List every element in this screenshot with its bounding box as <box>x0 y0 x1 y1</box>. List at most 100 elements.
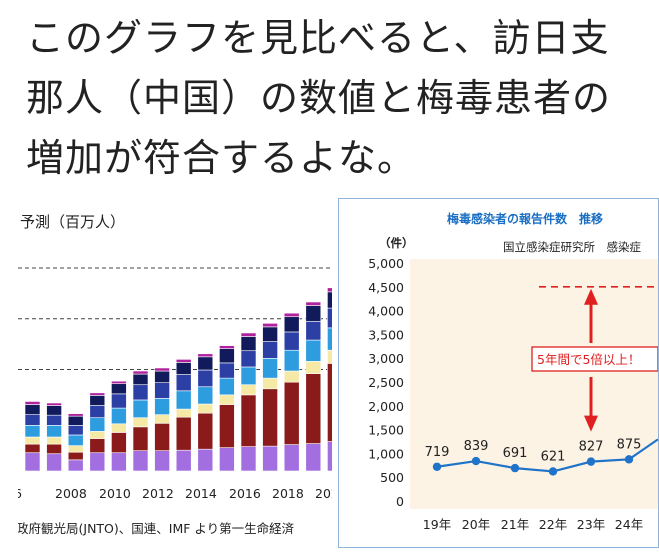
data-point <box>471 456 481 466</box>
bar-segment <box>262 326 278 342</box>
annotation-arrow-down-icon <box>584 415 598 432</box>
tourism-chart-title: 予測（百万人） <box>20 213 125 231</box>
bar-segment <box>154 450 170 472</box>
data-label: 621 <box>541 449 566 464</box>
bar-segment <box>219 404 235 448</box>
bar-segment <box>154 414 170 424</box>
bar-segment <box>262 358 278 379</box>
y-tick-label: 3,000 <box>368 351 404 366</box>
x-tick-label: 24年 <box>615 517 643 532</box>
y-tick-label: 4,000 <box>368 304 404 319</box>
x-tick-label: 21年 <box>501 517 529 532</box>
data-label: 691 <box>503 446 528 461</box>
bar-segment <box>154 370 170 383</box>
tourism-chart-source: 政府観光局(JNTO)、国連、IMF より第一生命経済 <box>18 521 295 536</box>
bar-segment <box>89 395 106 406</box>
bar-segment <box>89 417 106 432</box>
bar-segment <box>219 362 235 379</box>
data-label: 827 <box>579 440 604 455</box>
bar-segment <box>24 425 41 438</box>
bar-segment <box>24 414 41 426</box>
bar-segment <box>327 291 332 309</box>
bar-segment <box>67 413 84 417</box>
x-tick-label: 2012 <box>142 486 174 501</box>
bar-segment <box>327 363 332 442</box>
x-tick-label: 2020 <box>315 486 332 501</box>
bar-segment <box>67 445 84 453</box>
bar-segment <box>132 426 149 452</box>
syphilis-chart: 梅毒感染者の報告件数 推移 （件） 国立感染症研究所 感染症 5,000 4,50… <box>368 211 658 532</box>
bar-segment <box>197 353 214 358</box>
y-tick-label: 5,000 <box>368 256 404 271</box>
data-point <box>432 462 442 471</box>
bar-segment <box>219 394 235 405</box>
bar-segment <box>327 327 332 351</box>
y-tick-label: 3,500 <box>368 327 404 342</box>
bar-segment <box>67 425 84 436</box>
bar-segment <box>240 332 257 337</box>
y-tick-label: 1,500 <box>368 423 404 438</box>
bar-segment <box>283 331 300 351</box>
bar-segment <box>24 404 41 415</box>
bar-segment <box>197 448 214 472</box>
bar-segment <box>197 369 214 388</box>
bar-segment <box>67 451 84 461</box>
y-tick-label: 2,500 <box>368 375 404 390</box>
bar-segment <box>175 416 192 451</box>
bar-segment <box>111 452 127 472</box>
data-point <box>586 457 596 466</box>
bar-segment <box>283 444 300 472</box>
bar-segment <box>305 443 322 472</box>
y-tick-label: 500 <box>380 470 404 485</box>
bar-segment <box>262 377 278 390</box>
bar-segment <box>327 349 332 364</box>
bar-segment <box>154 367 170 372</box>
bar-segment <box>111 423 127 433</box>
bar-segment <box>305 373 322 444</box>
bar-segment <box>262 388 278 447</box>
bar-segment <box>154 422 170 451</box>
bar-segment <box>240 366 257 386</box>
bar-segment <box>175 390 192 410</box>
bar-segment <box>46 414 62 426</box>
bar-segment <box>197 356 214 371</box>
bar-segment <box>111 393 127 409</box>
x-tick-label: 6 <box>18 486 22 501</box>
bar-segment <box>262 445 278 472</box>
syphilis-chart-panel: 梅毒感染者の報告件数 推移 （件） 国立感染症研究所 感染症 5,000 4,50… <box>338 198 659 548</box>
headline-line-2: 那人（中国）の数値と梅毒患者の <box>26 76 612 120</box>
bar-segment <box>89 438 106 454</box>
bar-segment <box>305 361 322 374</box>
annotation-box <box>531 346 658 372</box>
bar-segment <box>24 401 41 405</box>
bar-segment <box>175 359 192 363</box>
bar-segment <box>46 453 62 472</box>
bar-segment <box>327 287 332 293</box>
bar-segment <box>219 377 235 396</box>
tourism-chart-panel: 予測（百万人） 6 2008 2010 2012 2014 2016 2018 2020 政府… <box>18 200 332 547</box>
bar-segment <box>262 341 278 359</box>
syphilis-chart-unit-label: （件） <box>379 236 414 250</box>
annotation-text: 5年間で5倍以上！ <box>537 352 640 367</box>
bar-segment <box>240 350 257 368</box>
bar-segment <box>197 386 214 405</box>
bar-segment <box>46 405 62 416</box>
bar-segment <box>219 348 235 364</box>
data-label: 839 <box>464 439 489 454</box>
bar-segment <box>240 384 257 396</box>
syphilis-chart-source-label: 国立感染症研究所 感染症 <box>503 240 641 254</box>
bar-segment <box>111 407 127 425</box>
plot-background <box>410 259 658 509</box>
bar-segment <box>46 402 62 406</box>
bar-segment <box>283 349 300 372</box>
bar-segment <box>305 305 322 322</box>
x-tick-label: 2010 <box>99 486 131 501</box>
bar-segment <box>305 339 322 362</box>
bar-segment <box>132 450 149 472</box>
bar-segment <box>219 447 235 472</box>
bar-segment <box>197 412 214 450</box>
bar-segment <box>240 446 257 472</box>
data-label: 719 <box>425 445 450 460</box>
y-tick-label: 1,000 <box>368 446 404 461</box>
bar-segment <box>111 383 127 395</box>
